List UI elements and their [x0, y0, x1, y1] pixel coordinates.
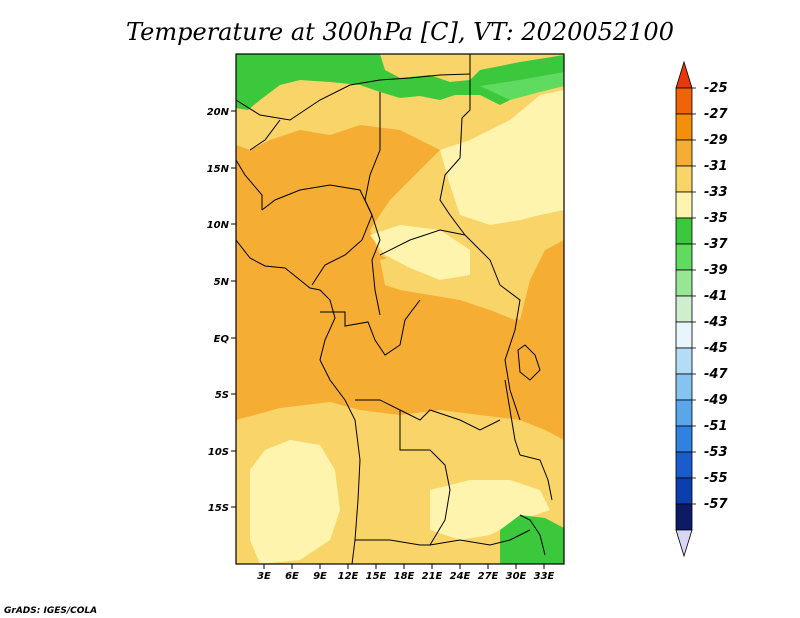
lon-label: 15E [366, 571, 387, 582]
lon-label: 27E [478, 571, 499, 582]
lon-label: 12E [338, 571, 359, 582]
lon-label: 21E [422, 571, 443, 582]
lat-label: 15S [208, 503, 229, 514]
colorbar-swatch [675, 165, 693, 193]
temp-field-pale-yellow-southeast [430, 480, 550, 540]
colorbar-label: -29 [704, 133, 728, 148]
colorbar-label: -51 [704, 419, 728, 434]
temp-field-pale-yellow-southwest [250, 440, 340, 564]
colorbar-label: -25 [704, 81, 728, 96]
colorbar-swatch [675, 139, 693, 167]
latitude-axis: 20N 15N 10N 5N EQ 5S 10S 15S [207, 107, 236, 514]
colorbar-swatch [675, 113, 693, 141]
temp-field-green-southeast [500, 515, 564, 564]
lon-label: 24E [450, 571, 471, 582]
colorbar-label: -37 [704, 237, 728, 252]
political-boundaries [236, 54, 553, 564]
colorbar-swatch [675, 503, 693, 531]
lon-label: 3E [257, 571, 271, 582]
temp-field-pale-yellow-central [370, 225, 470, 280]
lat-label: 10N [207, 220, 230, 231]
colorbar-swatch [675, 347, 693, 375]
colorbar-label: -57 [704, 497, 728, 512]
lat-label: EQ [214, 334, 230, 345]
colorbar-cap-top [675, 60, 693, 89]
temp-field-light-green-north [480, 72, 564, 100]
lon-label: 18E [394, 571, 415, 582]
colorbar-label: -53 [704, 445, 728, 460]
lat-label: 20N [207, 107, 230, 118]
colorbar-label: -43 [704, 315, 728, 330]
lon-label: 30E [506, 571, 527, 582]
colorbar-swatch [675, 269, 693, 297]
colorbar-swatch [675, 217, 693, 245]
colorbar-label: -39 [704, 263, 728, 278]
map-panel: 3E 6E 9E 12E 15E 18E 21E 24E 27E 30E 33E [207, 53, 565, 582]
lat-label: 10S [208, 447, 229, 458]
map-frame [235, 53, 565, 565]
colorbar-swatch [675, 321, 693, 349]
colorbar-swatch [675, 373, 693, 401]
colorbar-label: -31 [704, 159, 728, 174]
colorbar-label: -47 [704, 367, 728, 382]
credit-label: GrADS: IGES/COLA [4, 606, 97, 616]
temp-field-green-north [236, 54, 564, 110]
lat-label: 15N [207, 164, 230, 175]
colorbar-cap-bottom [675, 529, 693, 558]
temp-field-pale-yellow-northeast [440, 90, 564, 225]
map-title: Temperature at 300hPa [C], VT: 202005210… [126, 18, 674, 46]
colorbar-label: -33 [704, 185, 728, 200]
colorbar-label: -41 [704, 289, 728, 304]
lat-label: 5N [214, 277, 230, 288]
colorbar-label: -45 [704, 341, 728, 356]
colorbar-swatch [675, 295, 693, 323]
colorbar-swatch [675, 477, 693, 505]
colorbar-label: -55 [704, 471, 728, 486]
colorbar-label: -27 [704, 107, 728, 122]
colorbar-label: -35 [704, 211, 728, 226]
colorbar-swatch [675, 425, 693, 453]
lon-label: 6E [285, 571, 299, 582]
colorbar-swatch [675, 399, 693, 427]
longitude-axis: 3E 6E 9E 12E 15E 18E 21E 24E 27E 30E 33E [257, 564, 555, 582]
colorbar-label: -49 [704, 393, 728, 408]
colorbar-swatch [675, 243, 693, 271]
colorbar-swatch [675, 451, 693, 479]
colorbar-swatch [675, 87, 693, 115]
lat-label: 5S [215, 390, 229, 401]
lon-label: 9E [313, 571, 327, 582]
lon-label: 33E [534, 571, 555, 582]
colorbar-swatch [675, 191, 693, 219]
colorbar: -25 -27 -29 -31 -33 -35 -37 -39 -41 -43 -45 -47 -49 -… [675, 60, 728, 558]
